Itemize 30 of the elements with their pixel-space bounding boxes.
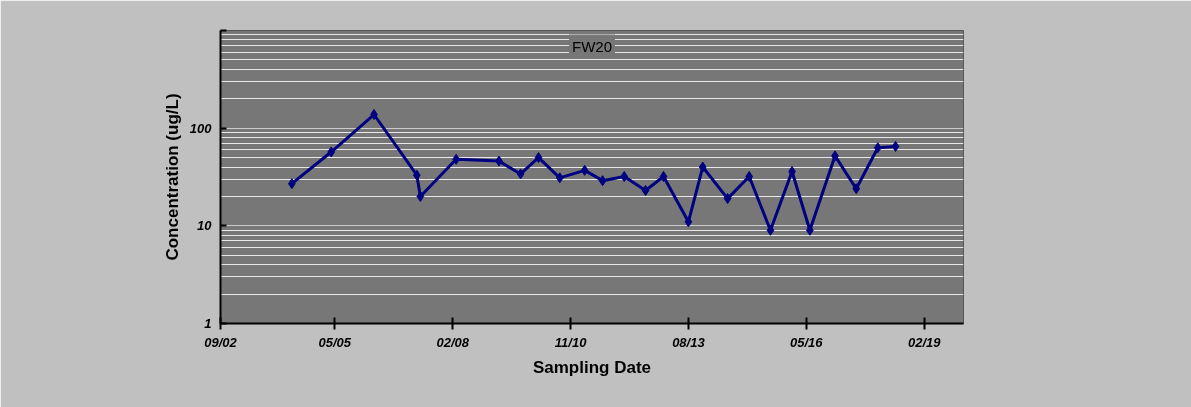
point xyxy=(684,216,693,228)
x-tick-label: 05/05 xyxy=(318,334,352,350)
point xyxy=(580,164,589,176)
y-tick-label: 100 xyxy=(189,120,213,136)
point xyxy=(620,171,629,182)
point xyxy=(873,142,882,154)
point xyxy=(516,168,525,180)
point xyxy=(555,172,564,184)
point xyxy=(534,152,543,164)
point xyxy=(788,166,796,177)
point xyxy=(723,193,732,205)
y-tick-label: 1 xyxy=(204,316,212,331)
point xyxy=(891,140,900,152)
point xyxy=(766,224,775,236)
x-tick-label: 02/19 xyxy=(908,334,942,350)
text: FW20 xyxy=(572,37,613,55)
x-axis-title: Sampling Date xyxy=(532,357,652,377)
x-tick-label: 02/08 xyxy=(436,334,470,350)
x-tick-label: 09/02 xyxy=(204,334,238,350)
x-tick-label: 11/10 xyxy=(554,334,588,350)
point xyxy=(698,161,707,173)
x-tick-label: 08/13 xyxy=(672,334,706,350)
y-tick-label: 10 xyxy=(197,218,213,234)
point xyxy=(641,185,650,196)
point xyxy=(852,183,861,195)
point xyxy=(598,175,607,187)
point xyxy=(745,171,754,182)
point xyxy=(659,171,668,182)
y-axis-title: Concentration (ug/L) xyxy=(162,93,182,261)
x-tick-label: 05/16 xyxy=(789,334,824,350)
